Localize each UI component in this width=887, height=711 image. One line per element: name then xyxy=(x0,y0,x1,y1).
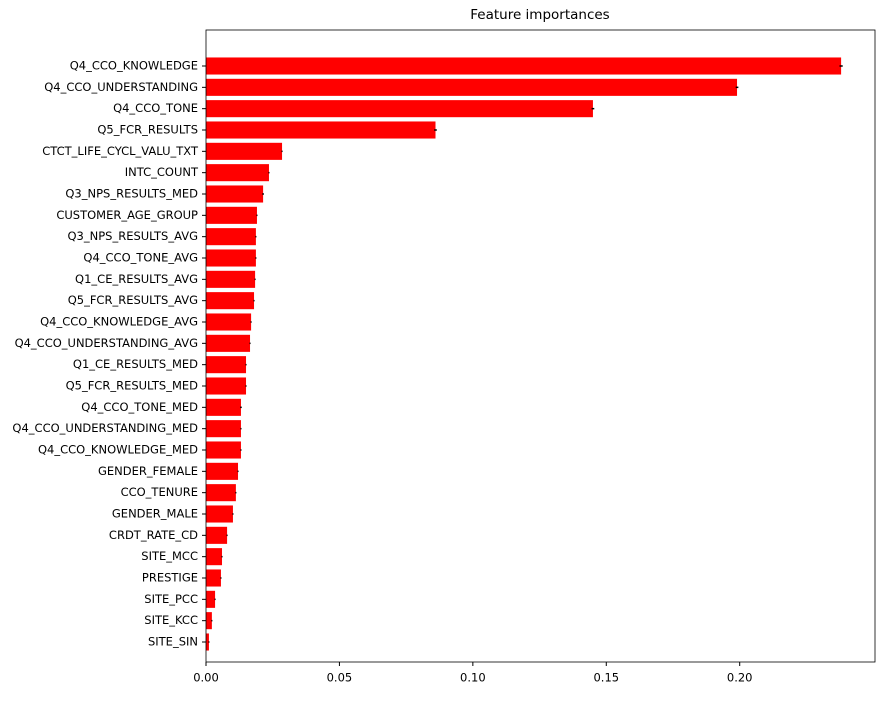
y-tick-label: CTCT_LIFE_CYCL_VALU_TXT xyxy=(42,144,199,158)
bar xyxy=(206,548,223,566)
bar xyxy=(206,612,212,630)
x-tick-label: 0.10 xyxy=(460,671,486,685)
bar xyxy=(206,462,239,480)
y-tick-label: CUSTOMER_AGE_GROUP xyxy=(56,208,198,222)
y-tick-label: SITE_MCC xyxy=(141,549,198,563)
y-tick-label: CRDT_RATE_CD xyxy=(109,528,198,542)
bar xyxy=(206,420,241,438)
bar xyxy=(206,334,251,352)
y-tick-label: Q4_CCO_KNOWLEDGE_MED xyxy=(38,443,198,457)
bar xyxy=(206,313,252,331)
y-tick-label: GENDER_MALE xyxy=(112,507,198,521)
y-tick-label: Q4_CCO_TONE_MED xyxy=(81,400,198,414)
y-tick-label: Q4_CCO_TONE_AVG xyxy=(83,251,198,265)
bar xyxy=(206,292,255,310)
y-tick-label: Q4_CCO_TONE xyxy=(113,101,198,115)
bar xyxy=(206,356,247,374)
y-tick-label: Q4_CCO_UNDERSTANDING xyxy=(44,80,198,94)
y-tick-label: INTC_COUNT xyxy=(125,165,199,179)
y-tick-label: Q3_NPS_RESULTS_MED xyxy=(65,187,198,201)
bar xyxy=(206,569,221,587)
bar xyxy=(206,398,241,416)
y-tick-label: SITE_SIN xyxy=(148,635,198,649)
bar xyxy=(206,270,256,288)
bar xyxy=(206,633,209,651)
plot-frame xyxy=(205,29,876,663)
y-tick-label: GENDER_FEMALE xyxy=(98,464,198,478)
y-tick-label: Q1_CE_RESULTS_AVG xyxy=(75,272,198,286)
y-tick-label: PRESTIGE xyxy=(142,571,198,585)
x-tick-label: 0.20 xyxy=(727,671,753,685)
bar xyxy=(206,100,593,118)
y-tick-label: SITE_PCC xyxy=(144,592,198,606)
x-tick-label: 0.15 xyxy=(593,671,619,685)
y-tick-label: Q5_FCR_RESULTS_AVG xyxy=(68,293,198,307)
bar xyxy=(206,590,216,608)
x-tick-label: 0.05 xyxy=(327,671,353,685)
bar xyxy=(206,121,436,139)
bar xyxy=(206,164,269,182)
x-tick-label: 0.00 xyxy=(193,671,219,685)
y-tick-label: Q4_CCO_KNOWLEDGE xyxy=(70,59,198,73)
y-tick-label: Q5_FCR_RESULTS xyxy=(97,123,198,137)
y-tick-label: SITE_KCC xyxy=(144,613,198,627)
bar xyxy=(206,228,256,246)
bar xyxy=(206,526,228,544)
y-tick-label: Q5_FCR_RESULTS_MED xyxy=(66,379,199,393)
bar xyxy=(206,206,257,224)
y-tick-label: CCO_TENURE xyxy=(121,485,198,499)
bar xyxy=(206,185,264,203)
bar xyxy=(206,78,738,96)
bar xyxy=(206,249,256,267)
y-tick-label: Q4_CCO_UNDERSTANDING_AVG xyxy=(15,336,198,350)
bar xyxy=(206,57,842,75)
y-tick-label: Q4_CCO_KNOWLEDGE_AVG xyxy=(40,315,198,329)
y-tick-label: Q3_NPS_RESULTS_AVG xyxy=(68,229,199,243)
bar xyxy=(206,484,236,502)
bar xyxy=(206,441,241,459)
bar xyxy=(206,505,233,523)
bar xyxy=(206,377,247,395)
y-tick-label: Q4_CCO_UNDERSTANDING_MED xyxy=(12,421,198,435)
y-tick-label: Q1_CE_RESULTS_MED xyxy=(73,357,198,371)
bar xyxy=(206,142,283,160)
chart-title: Feature importances xyxy=(470,7,609,23)
